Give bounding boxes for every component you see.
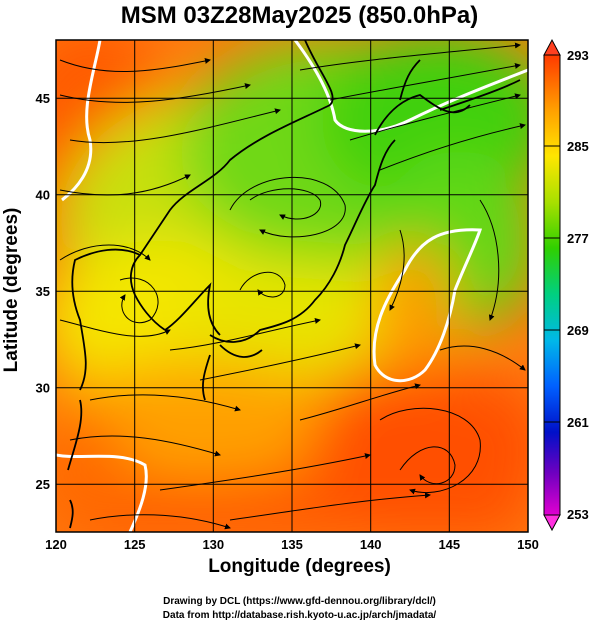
credit-data: Data from http://database.rish.kyoto-u.a… <box>162 610 437 621</box>
colorbar-label: 293 <box>567 48 589 63</box>
y-tick-label: 30 <box>36 381 50 396</box>
map-title: MSM 03Z28May2025 (850.0hPa) <box>120 2 479 29</box>
colorbar-label: 285 <box>567 139 589 154</box>
x-tick-label: 120 <box>45 537 67 552</box>
colorbar-label: 253 <box>567 507 589 522</box>
colorbar-bottom-arrow <box>543 514 561 532</box>
y-tick-label: 40 <box>36 188 50 203</box>
x-tick-label: 130 <box>202 537 224 552</box>
y-tick-label: 25 <box>36 477 50 492</box>
y-tick-label: 45 <box>36 91 50 106</box>
y-tick-label: 35 <box>36 284 50 299</box>
x-axis-label: Longitude (degrees) <box>208 556 391 577</box>
colorbar: 293 285 277 269 261 253 <box>543 38 589 532</box>
colorbar-bar <box>543 54 561 516</box>
map-gridlines <box>56 40 528 532</box>
credit-drawing: Drawing by DCL (https://www.gfd-dennou.o… <box>163 596 436 607</box>
colorbar-label: 269 <box>567 323 589 338</box>
x-tick-label: 135 <box>281 537 303 552</box>
x-tick-label: 150 <box>517 537 539 552</box>
x-tick-label: 140 <box>360 537 382 552</box>
y-axis-ticks: 25 30 35 40 45 <box>36 91 50 492</box>
wind-streamlines <box>59 42 526 530</box>
coastlines <box>67 40 521 529</box>
x-tick-label: 145 <box>438 537 460 552</box>
x-axis-ticks: 120 125 130 135 140 145 150 <box>45 537 539 552</box>
colorbar-label: 277 <box>567 231 589 246</box>
x-tick-label: 125 <box>124 537 146 552</box>
plot-frame <box>55 39 529 533</box>
colorbar-label: 261 <box>567 415 589 430</box>
isotherm-contour <box>56 40 528 532</box>
colorbar-top-arrow <box>543 38 561 56</box>
